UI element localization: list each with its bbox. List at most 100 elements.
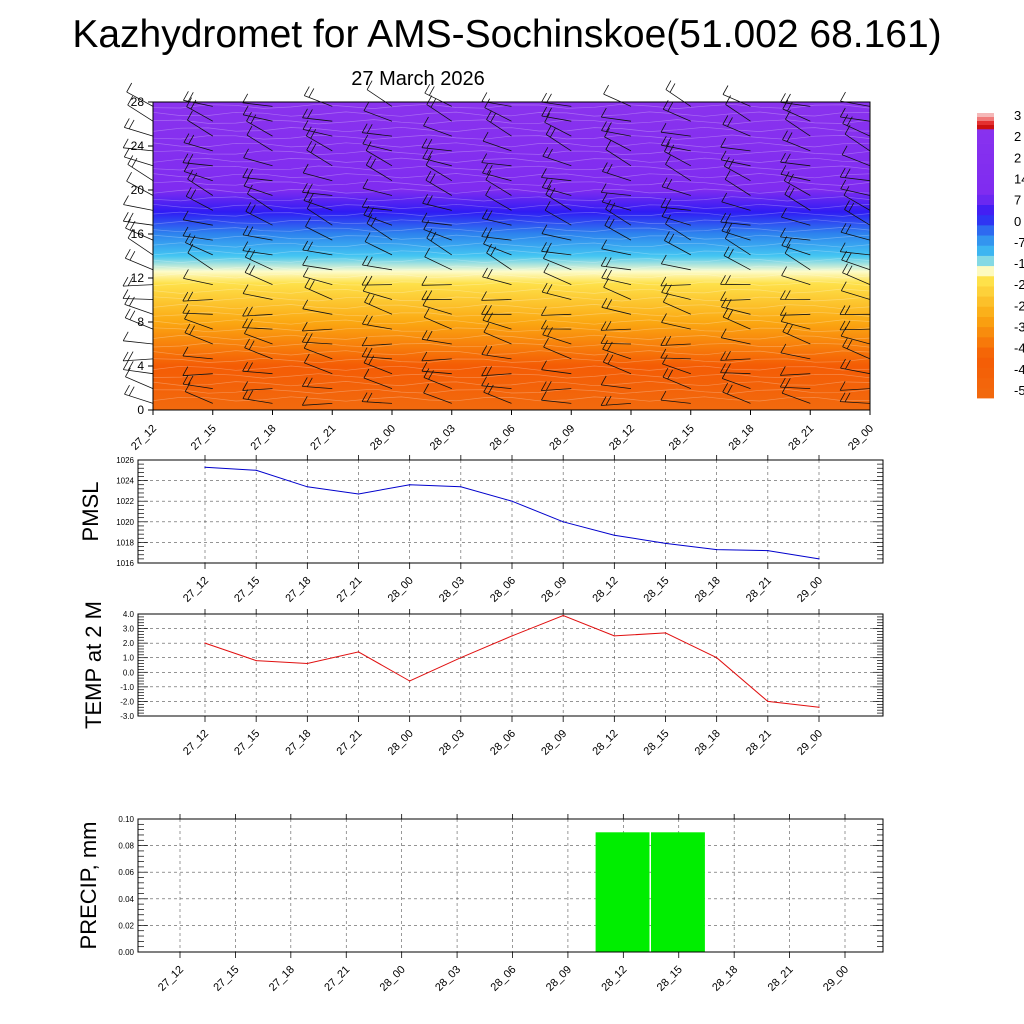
wind-barb xyxy=(247,184,273,211)
contour-line xyxy=(152,150,871,156)
wind-barb xyxy=(782,322,811,345)
wind-barb xyxy=(423,308,452,330)
wind-barb xyxy=(720,351,751,361)
x-tick-label: 28_12 xyxy=(607,423,637,453)
x-tick-label: 28_06 xyxy=(488,575,518,605)
wind-barb xyxy=(242,389,273,404)
wind-barb xyxy=(601,192,632,211)
y-tick-label: 24 xyxy=(131,139,145,153)
x-tick-label: 27_15 xyxy=(211,964,241,994)
wind-barb xyxy=(242,306,273,317)
wind-barb xyxy=(839,392,871,404)
wind-barb xyxy=(661,313,691,330)
y-tick-label: 0.00 xyxy=(118,948,134,957)
colorbar-box xyxy=(977,153,994,165)
x-tick-label: 27_15 xyxy=(232,728,262,758)
colorbar-label: -4 xyxy=(1014,341,1024,356)
wind-barb xyxy=(122,276,154,287)
wind-barb xyxy=(839,320,871,331)
colorbar-box xyxy=(977,336,994,348)
wind-barb xyxy=(183,162,213,182)
y-tick-label: 2.0 xyxy=(123,639,135,648)
wind-barb xyxy=(723,246,751,271)
x-tick-label: 27_12 xyxy=(181,575,211,605)
x-tick-label: 28_12 xyxy=(590,728,620,758)
wind-barb xyxy=(243,176,273,196)
wind-barb xyxy=(780,312,811,330)
wind-barb xyxy=(123,195,154,211)
wind-barb xyxy=(124,385,154,404)
wind-barb xyxy=(541,391,572,404)
wind-barb xyxy=(781,207,811,226)
wind-barb xyxy=(842,337,871,360)
colorbar-label: 0 xyxy=(1014,214,1021,229)
x-tick-label: 27_15 xyxy=(189,423,219,453)
x-tick-label: 27_18 xyxy=(283,728,313,758)
wind-barb xyxy=(603,278,632,300)
wind-barb xyxy=(184,382,213,404)
wind-barb xyxy=(183,269,213,285)
wind-barb xyxy=(660,198,691,211)
data-point xyxy=(767,550,769,552)
wind-barb xyxy=(660,348,691,360)
wind-barb xyxy=(662,367,691,389)
wind-barb xyxy=(122,360,154,375)
wind-barb xyxy=(724,170,751,196)
wind-barb xyxy=(246,125,273,152)
wind-barb xyxy=(301,321,333,332)
data-point xyxy=(357,651,360,653)
wind-barb xyxy=(423,383,452,404)
wind-barb xyxy=(182,303,213,315)
wind-barb xyxy=(543,249,572,271)
wind-barb xyxy=(245,202,273,226)
x-tick-label: 28_06 xyxy=(488,728,518,758)
contour-line xyxy=(152,234,871,240)
wind-barb xyxy=(305,126,333,152)
data-point xyxy=(818,558,820,560)
wind-barb xyxy=(542,147,572,167)
wind-barb xyxy=(182,374,213,389)
wind-barb xyxy=(301,377,333,389)
wind-barb xyxy=(600,256,632,271)
y-tick-label: 4.0 xyxy=(123,610,135,619)
y-tick-label: 28 xyxy=(131,95,145,109)
data-point xyxy=(460,486,462,488)
contour-line xyxy=(152,311,871,317)
wind-barb xyxy=(840,281,871,300)
wind-barb xyxy=(779,290,811,300)
wind-barb xyxy=(301,396,333,406)
wind-barb xyxy=(362,314,393,330)
wind-barb xyxy=(601,298,632,315)
colorbar-box xyxy=(977,326,994,338)
y-tick-label: 0.04 xyxy=(118,895,134,904)
wind-barb xyxy=(361,197,393,211)
wind-barb xyxy=(600,334,632,345)
wind-barb xyxy=(244,338,273,360)
wind-barb xyxy=(242,284,273,300)
x-tick-label: 27_12 xyxy=(156,964,186,994)
colorbar-box xyxy=(977,117,994,122)
colorbar-box xyxy=(977,367,994,379)
x-tick-label: 27_12 xyxy=(129,423,159,453)
wind-barb xyxy=(423,116,452,137)
wind-barb xyxy=(481,209,512,226)
wind-barb xyxy=(182,210,213,226)
wind-barb xyxy=(366,214,393,241)
y-tick-label: 1.0 xyxy=(123,654,135,663)
colorbar-box xyxy=(977,121,994,126)
wind-barb xyxy=(482,163,512,182)
y-tick-label: 1022 xyxy=(116,497,134,506)
wind-barb xyxy=(545,125,572,152)
colorbar-box xyxy=(977,194,994,206)
wind-barb xyxy=(780,153,811,167)
wind-barbs xyxy=(122,80,871,406)
wind-barb xyxy=(122,138,154,152)
x-tick-label: 28_03 xyxy=(428,423,458,453)
data-point xyxy=(562,521,564,523)
data-point xyxy=(613,534,615,536)
x-tick-label: 28_18 xyxy=(710,964,740,994)
wind-barb xyxy=(421,212,452,226)
wind-barb xyxy=(242,93,273,107)
colorbar-label: -3 xyxy=(1014,320,1024,335)
y-tick-label: 1016 xyxy=(116,559,134,568)
